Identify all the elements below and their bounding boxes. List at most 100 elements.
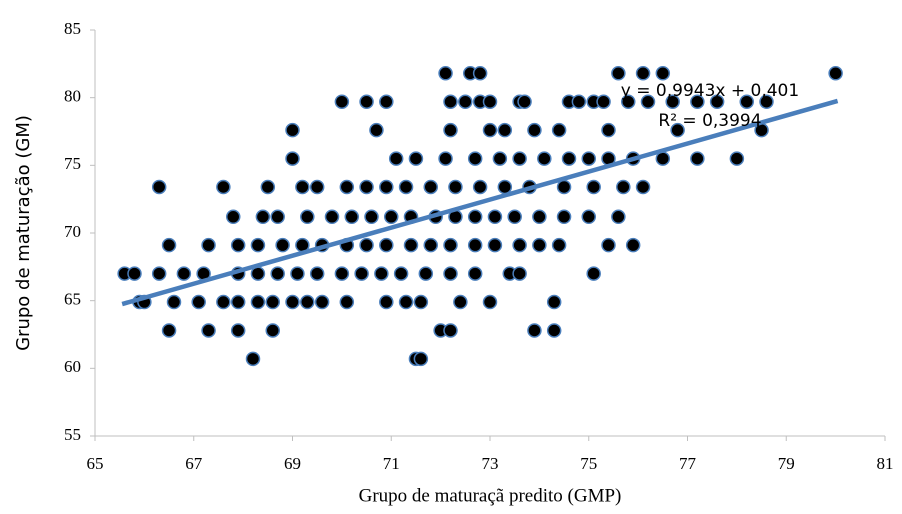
point <box>265 323 280 338</box>
x-tick-label: 69 <box>284 454 301 473</box>
point <box>339 294 355 310</box>
point <box>403 237 419 253</box>
point <box>413 294 429 310</box>
x-tick-label: 77 <box>679 454 697 473</box>
point <box>230 323 246 338</box>
point <box>398 294 414 310</box>
point <box>458 94 473 109</box>
point <box>497 179 513 195</box>
point <box>423 179 438 195</box>
point <box>151 266 167 281</box>
point <box>384 209 399 225</box>
point <box>398 179 414 195</box>
point <box>556 209 572 225</box>
y-tick-label: 80 <box>64 87 81 106</box>
y-tick-label: 85 <box>64 19 81 38</box>
point <box>285 151 300 166</box>
point <box>443 323 458 338</box>
point <box>379 94 394 109</box>
point <box>546 323 562 338</box>
point <box>379 179 394 195</box>
x-tick-label: 67 <box>185 454 203 473</box>
point <box>467 237 483 253</box>
trendline <box>121 98 839 307</box>
point <box>492 151 508 166</box>
point <box>201 323 216 338</box>
r-squared: R² = 0,3994 <box>658 111 761 131</box>
x-tick-label: 81 <box>877 454 894 473</box>
point <box>512 266 527 281</box>
point <box>418 266 434 281</box>
point <box>443 237 458 253</box>
point <box>388 151 404 166</box>
point <box>690 151 705 166</box>
point <box>497 122 513 138</box>
point <box>161 323 177 338</box>
point <box>467 209 483 225</box>
point <box>512 237 527 253</box>
point <box>379 294 394 310</box>
point <box>423 237 438 253</box>
point <box>655 66 671 81</box>
point <box>443 266 458 281</box>
point <box>616 179 631 195</box>
point <box>216 294 231 310</box>
equation: y = 0,9943x + 0,401 <box>621 81 799 101</box>
point <box>709 94 725 109</box>
point <box>290 266 305 281</box>
point <box>265 294 280 310</box>
point <box>438 151 453 166</box>
point <box>309 179 325 195</box>
point <box>270 266 285 281</box>
point <box>729 151 745 166</box>
point <box>467 151 483 166</box>
point <box>250 294 266 310</box>
point <box>300 209 315 225</box>
point <box>359 179 374 195</box>
y-tick-label: 75 <box>64 154 81 173</box>
point <box>201 237 216 253</box>
point <box>596 94 611 109</box>
point <box>527 122 542 138</box>
point <box>369 122 384 138</box>
point <box>374 266 389 281</box>
point <box>161 237 177 253</box>
point <box>379 237 394 253</box>
point <box>344 209 359 225</box>
point <box>517 94 532 109</box>
point <box>611 209 626 225</box>
point <box>690 94 705 109</box>
point <box>537 151 552 166</box>
point <box>482 94 498 109</box>
point <box>270 209 285 225</box>
point <box>665 94 680 109</box>
point <box>556 179 572 195</box>
point <box>191 294 206 310</box>
point <box>635 66 651 81</box>
point <box>601 237 616 253</box>
point <box>586 266 601 281</box>
point <box>551 237 567 253</box>
point <box>334 94 350 109</box>
point <box>226 209 241 225</box>
point <box>759 94 774 109</box>
point <box>546 294 562 310</box>
point <box>324 209 340 225</box>
point <box>581 209 596 225</box>
y-tick-label: 55 <box>64 425 81 444</box>
point <box>561 151 577 166</box>
point <box>487 237 503 253</box>
point <box>482 294 498 310</box>
point <box>151 179 167 195</box>
point <box>245 351 261 367</box>
point <box>601 122 616 138</box>
point <box>487 209 503 225</box>
x-axis-title: Grupo de maturaçã predito (GMP) <box>359 485 622 506</box>
point <box>354 266 369 281</box>
point <box>230 237 246 253</box>
point <box>551 122 567 138</box>
point <box>359 237 374 253</box>
point <box>176 266 192 281</box>
point <box>448 179 463 195</box>
